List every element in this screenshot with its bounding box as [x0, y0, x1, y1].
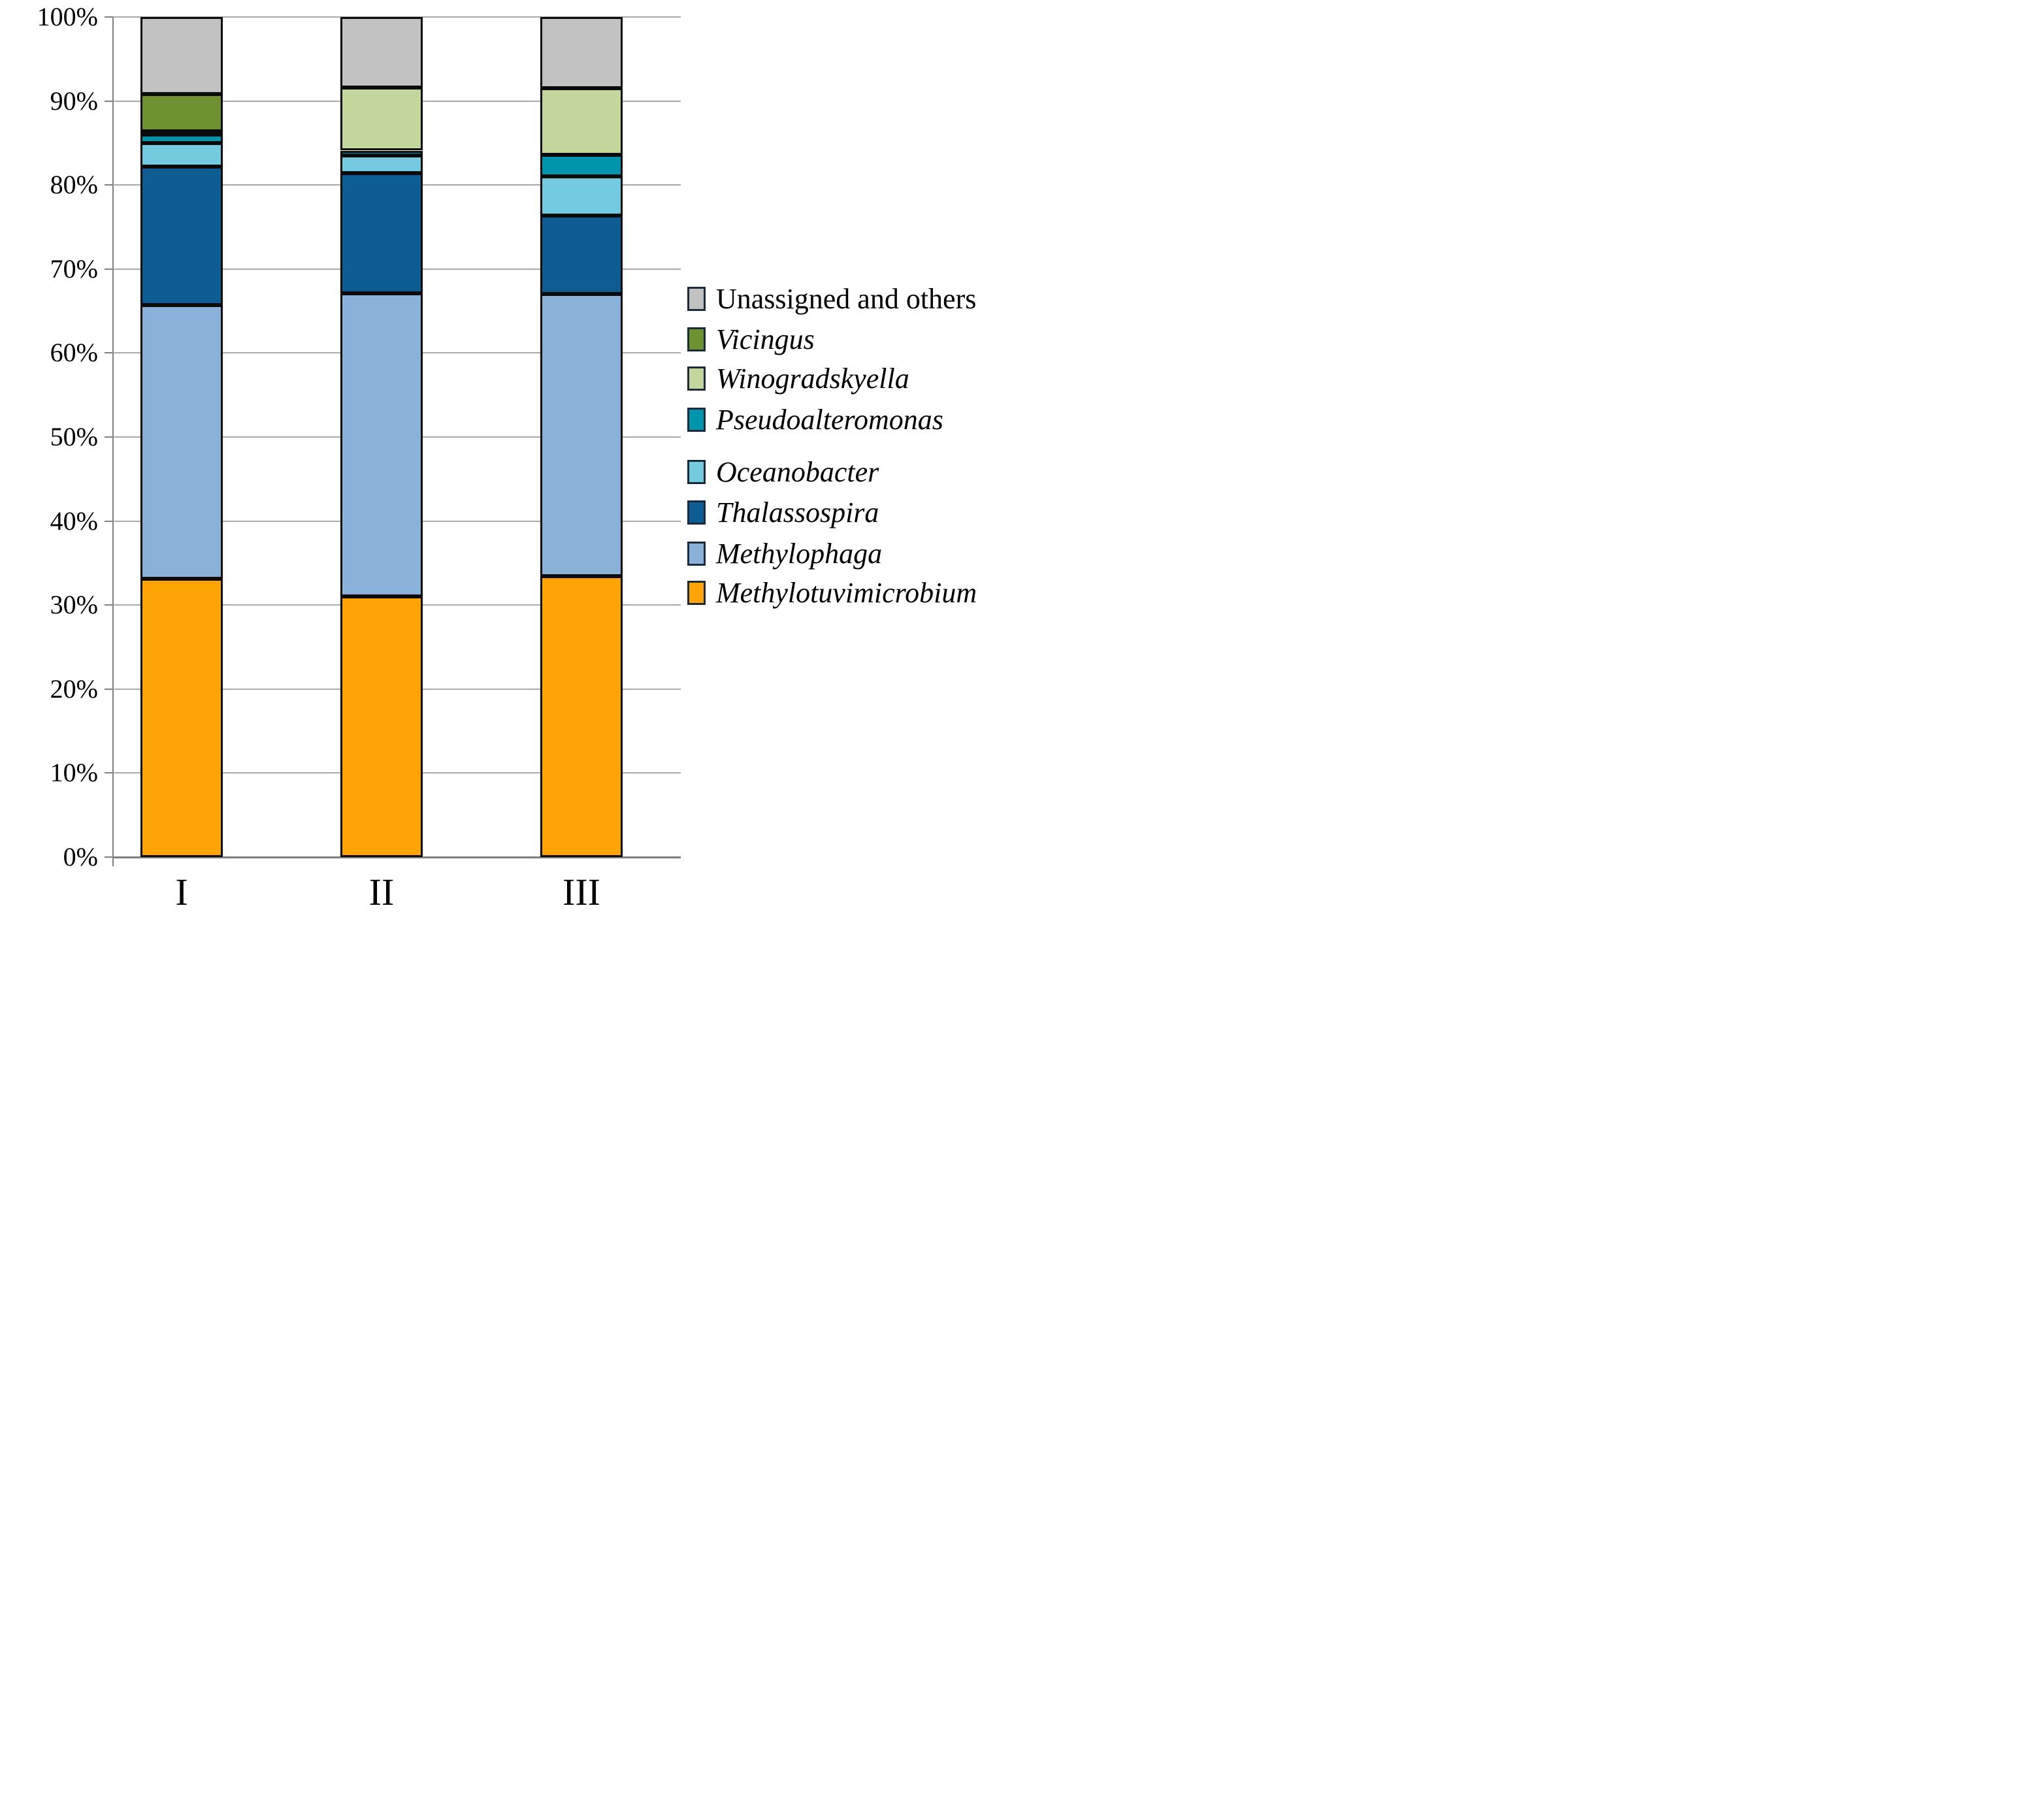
- y-tick: [105, 436, 113, 438]
- segment-thalassospira-III: [540, 215, 623, 295]
- y-tick-label: 100%: [37, 2, 98, 31]
- segment-winogradskyella-III: [540, 88, 623, 155]
- y-tick-label: 10%: [50, 758, 98, 788]
- y-tick-label: 60%: [50, 338, 98, 368]
- segment-unassigned-and-others-II: [340, 17, 423, 88]
- y-tick-label: 40%: [50, 506, 98, 536]
- legend-swatch-methylotuvimicrobium: [687, 581, 706, 605]
- legend-label-methylotuvimicrobium: Methylotuvimicrobium: [716, 577, 977, 609]
- segment-vicingus-I: [140, 94, 223, 131]
- segment-thalassospira-II: [340, 173, 423, 294]
- segment-methylophaga-I: [140, 305, 223, 579]
- segment-unassigned-and-others-I: [140, 17, 223, 95]
- y-tick-label: 80%: [50, 170, 98, 200]
- legend-swatch-pseudoalteromonas: [687, 408, 706, 432]
- legend-swatch-oceanobacter: [687, 460, 706, 484]
- legend-swatch-vicingus: [687, 327, 706, 351]
- x-axis-line: [112, 856, 681, 858]
- legend-label-thalassospira: Thalassospira: [716, 496, 879, 528]
- y-tick-label: 30%: [50, 590, 98, 620]
- y-tick-label: 70%: [50, 253, 98, 284]
- x-category-label-II: II: [368, 871, 395, 910]
- legend-label-methylophaga: Methylophaga: [716, 538, 883, 570]
- legend-label-winogradskyella: Winogradskyella: [716, 363, 909, 395]
- segment-methylotuvimicrobium-II: [340, 596, 423, 857]
- stacked-bar-chart-figure: 0% 10% 20% 30% 40% 50% 60% 70% 80% 90% 100% I II III…: [0, 0, 1020, 910]
- segment-pseudoalteromonas-II: [340, 150, 423, 156]
- segment-oceanobacter-II: [340, 155, 423, 174]
- y-tick: [105, 184, 113, 186]
- segment-winogradskyella-II: [340, 88, 423, 151]
- segment-methylotuvimicrobium-I: [140, 579, 223, 857]
- legend-swatch-thalassospira: [687, 500, 706, 525]
- bar-II: [340, 17, 423, 857]
- segment-pseudoalteromonas-I: [140, 135, 223, 143]
- y-tick-label: 50%: [50, 422, 98, 451]
- segment-unassigned-and-others-III: [540, 17, 623, 89]
- legend-swatch-winogradskyella: [687, 366, 706, 391]
- y-tick: [105, 100, 113, 102]
- legend-label-oceanobacter: Oceanobacter: [716, 456, 879, 488]
- y-tick: [105, 520, 113, 522]
- legend-label-unassigned-and-others: Unassigned and others: [716, 283, 977, 315]
- gridline-100: [113, 16, 681, 18]
- segment-pseudoalteromonas-III: [540, 154, 623, 177]
- y-tick: [105, 688, 113, 690]
- segment-oceanobacter-I: [140, 142, 223, 167]
- x-category-label-I: I: [175, 871, 188, 910]
- y-tick: [105, 772, 113, 774]
- y-tick-label: 20%: [50, 674, 98, 704]
- segment-thalassospira-I: [140, 166, 223, 306]
- bar-III: [540, 17, 623, 857]
- legend-swatch-methylophaga: [687, 542, 706, 566]
- y-tick-label: 90%: [50, 86, 98, 116]
- legend-swatch-unassigned-and-others: [687, 287, 706, 311]
- y-tick: [105, 856, 113, 858]
- y-axis-line: [112, 17, 114, 866]
- segment-methylotuvimicrobium-III: [540, 576, 623, 857]
- y-tick: [105, 604, 113, 606]
- segment-oceanobacter-III: [540, 176, 623, 216]
- segment-winogradskyella-I: [140, 131, 223, 135]
- segment-methylophaga-III: [540, 294, 623, 577]
- segment-methylophaga-II: [340, 293, 423, 597]
- x-category-label-III: III: [563, 871, 600, 910]
- legend-label-pseudoalteromonas: Pseudoalteromonas: [716, 404, 943, 436]
- y-tick: [105, 268, 113, 270]
- y-tick: [105, 16, 113, 18]
- y-tick-label: 0%: [63, 842, 98, 871]
- bar-I: [140, 17, 223, 857]
- y-tick: [105, 352, 113, 354]
- legend-label-vicingus: Vicingus: [716, 323, 815, 355]
